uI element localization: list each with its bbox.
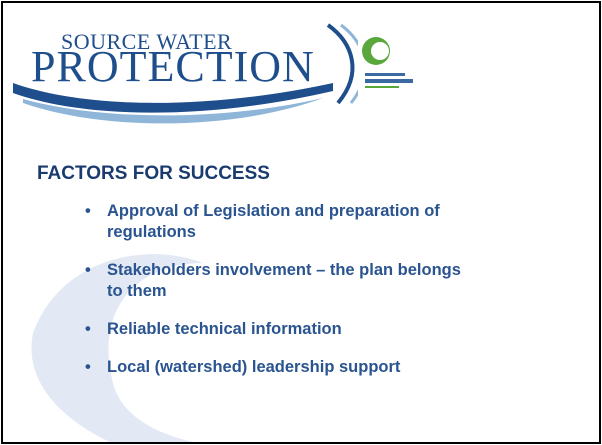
bullet: Reliable technical information	[85, 319, 465, 340]
partner-logo-mark	[371, 42, 389, 60]
bullet: Stakeholders involvement – the plan belo…	[85, 260, 465, 302]
bullet-list: Approval of Legislation and preparation …	[85, 201, 465, 395]
bullet: Local (watershed) leadership support	[85, 357, 465, 378]
partner-logo-text	[365, 86, 399, 88]
partner-logo-text	[365, 79, 413, 83]
bullet: Approval of Legislation and preparation …	[85, 201, 465, 243]
page: {"header": {"logo_line1": "SOURCE WATER"…	[0, 0, 602, 445]
slide-title: FACTORS FOR SUCCESS	[37, 163, 270, 185]
slide: SOURCE WATER PROTECTION FACTORS FOR SUCC…	[1, 1, 601, 444]
partner-logo-text	[365, 73, 405, 76]
logo-text: PROTECTION	[31, 45, 315, 89]
